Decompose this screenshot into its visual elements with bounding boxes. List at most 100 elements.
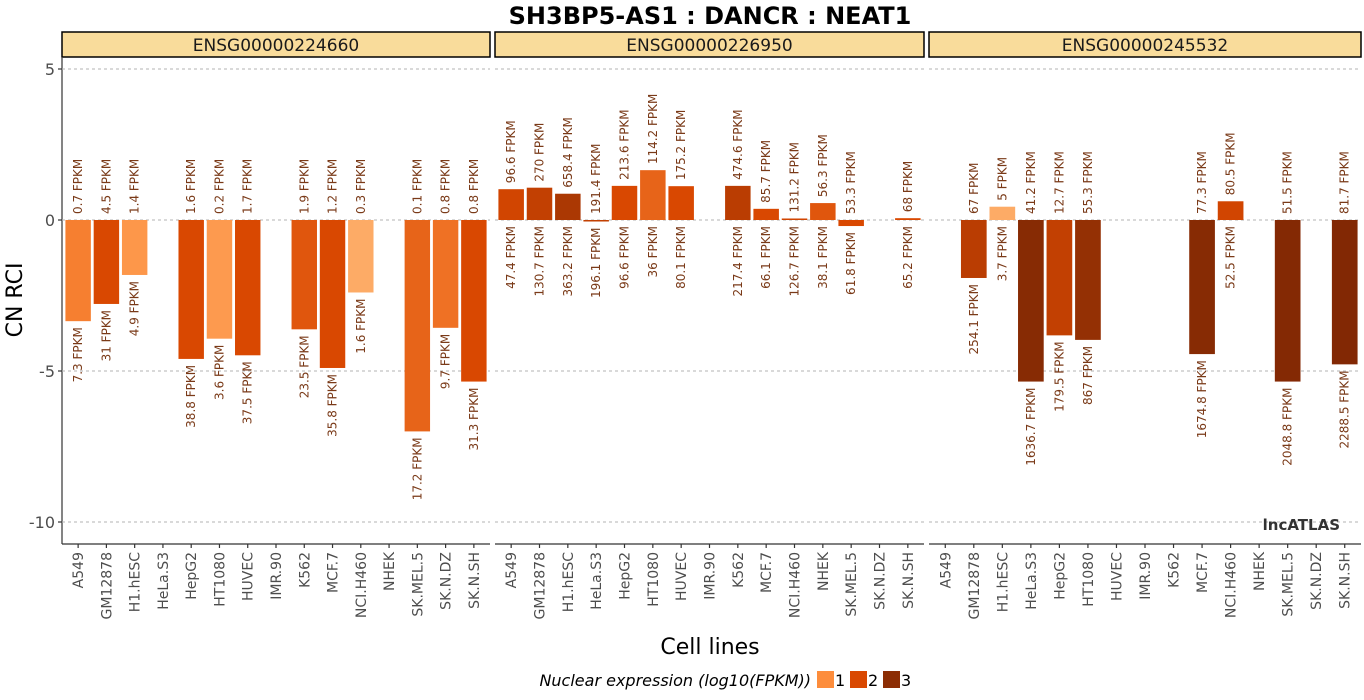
bar-label-cytoplasm: 1.9 FPKM [297,159,311,214]
x-tick-label: IMR.90 [703,552,719,600]
y-tick-label: -5 [39,362,55,381]
x-tick-label: SK.N.SH [901,552,917,609]
bar [1331,220,1358,365]
x-tick-label: GM12878 [99,552,115,619]
x-tick-label: NCI.H460 [354,552,370,618]
bar-label-cytoplasm: 51.5 FPKM [1281,151,1295,214]
bar-label-nucleus: 36 FPKM [646,226,660,277]
bar-label-nucleus: 80.1 FPKM [674,226,688,289]
x-tick-label: HepG2 [184,552,200,600]
bar-label-nucleus: 31 FPKM [99,310,113,361]
bar [895,218,921,220]
bar-label-nucleus: 196.1 FPKM [589,228,603,299]
bar-label-cytoplasm: 80.5 FPKM [1224,132,1238,195]
bar-label-cytoplasm: 658.4 FPKM [561,117,575,188]
legend-swatch [850,671,867,688]
legend-label: 3 [901,671,911,690]
bar [1018,220,1044,382]
bar-label-cytoplasm: 53.3 FPKM [844,151,858,214]
bar-label-cytoplasm: 81.7 FPKM [1338,151,1352,214]
x-tick-label: K562 [297,552,313,588]
facet-strip-label: ENSG00000245532 [1062,36,1228,56]
bar [668,186,694,220]
bar-label-cytoplasm: 56.3 FPKM [816,134,830,197]
x-tick-label: H1.hESC [128,552,144,612]
facet-strip [494,31,925,58]
facet-strip [928,31,1362,58]
bar-label-cytoplasm: 96.6 FPKM [504,120,518,183]
bar-label-nucleus: 7.3 FPKM [71,327,85,382]
x-tick-label: GM12878 [533,552,549,619]
bar-label-cytoplasm: 0.7 FPKM [71,159,85,214]
bar-label-nucleus: 61.8 FPKM [844,232,858,295]
bar [235,220,261,356]
bar-label-nucleus: 37.5 FPKM [241,361,255,424]
x-tick-label: HT1080 [212,552,228,607]
bar [555,193,581,220]
bar-label-cytoplasm: 474.6 FPKM [731,109,745,180]
x-tick-label: MCF.7 [1195,552,1211,593]
x-tick-label: SK.MEL.5 [1281,552,1297,617]
bar [1217,201,1244,220]
facet-panel: ENSG00000245532 A549 GM12878 H1.hESC HeLa.S3… [928,31,1362,619]
x-tick-label: SK.MEL.5 [410,552,426,617]
bar-label-nucleus: 867 FPKM [1081,346,1095,405]
x-tick-label: SK.N.DZ [439,552,455,610]
bar-label-nucleus: 1.6 FPKM [354,298,368,353]
bar-label-nucleus: 179.5 FPKM [1052,341,1066,412]
x-tick-label: HepG2 [618,552,634,600]
bar-label-nucleus: 23.5 FPKM [297,335,311,398]
bar-label-cytoplasm: 85.7 FPKM [759,140,773,203]
x-tick-label: NHEK [1252,551,1268,591]
bar [781,218,808,220]
bar [206,220,233,339]
x-tick-label: SK.N.DZ [873,552,889,610]
x-tick-label: MCF.7 [326,552,342,593]
y-tick-label: 5 [45,60,55,79]
watermark: lncATLAS [1263,516,1340,534]
bar-label-nucleus: 3.7 FPKM [995,226,1009,281]
chart-title: SH3BP5-AS1 : DANCR : NEAT1 [509,2,912,30]
bar-label-nucleus: 1674.8 FPKM [1195,360,1209,438]
bar [753,208,779,220]
x-tick-label: HepG2 [1052,552,1068,600]
y-axis-title: CN RCI [3,263,28,338]
bar [121,220,148,275]
bar-label-cytoplasm: 0.8 FPKM [439,159,453,214]
facet-strip-label: ENSG00000224660 [193,36,359,56]
bar-label-cytoplasm: 213.6 FPKM [618,109,632,180]
bar-label-cytoplasm: 0.2 FPKM [212,159,226,214]
bar-label-cytoplasm: 131.2 FPKM [788,142,802,213]
bar-label-nucleus: 35.8 FPKM [326,374,340,437]
bar-label-cytoplasm: 41.2 FPKM [1024,151,1038,214]
x-tick-label: K562 [731,552,747,588]
facet-strip [61,31,491,58]
x-tick-label: H1.hESC [561,552,577,612]
legend-swatch [817,671,834,688]
legend-swatch [883,671,900,688]
bar [640,170,666,220]
x-tick-label: A549 [71,552,87,588]
bar [1046,220,1073,336]
bar [960,220,987,278]
x-tick-label: SK.MEL.5 [844,552,860,617]
bar [838,220,864,227]
bar-label-nucleus: 3.6 FPKM [212,345,226,400]
bar-label-nucleus: 363.2 FPKM [561,226,575,297]
bar-label-nucleus: 4.9 FPKM [128,281,142,336]
legend: Nuclear expression (log10(FPKM)) 1 2 3 [539,671,911,690]
facet-panels: ENSG00000224660 A549 GM12878 H1.hESC HeLa.S3… [61,31,1362,619]
bar-label-nucleus: 2048.8 FPKM [1281,388,1295,466]
bar-label-nucleus: 65.2 FPKM [901,226,915,289]
bar [989,206,1016,220]
bar-label-cytoplasm: 0.8 FPKM [467,159,481,214]
bar [178,220,204,359]
bar-label-cytoplasm: 12.7 FPKM [1052,151,1066,214]
bar [1189,220,1215,355]
x-tick-label: SK.N.SH [467,552,483,609]
x-tick-label: K562 [1167,552,1183,588]
bar [583,220,609,222]
bar [461,220,487,382]
bar-label-cytoplasm: 114.2 FPKM [646,94,660,165]
bar [526,187,553,220]
